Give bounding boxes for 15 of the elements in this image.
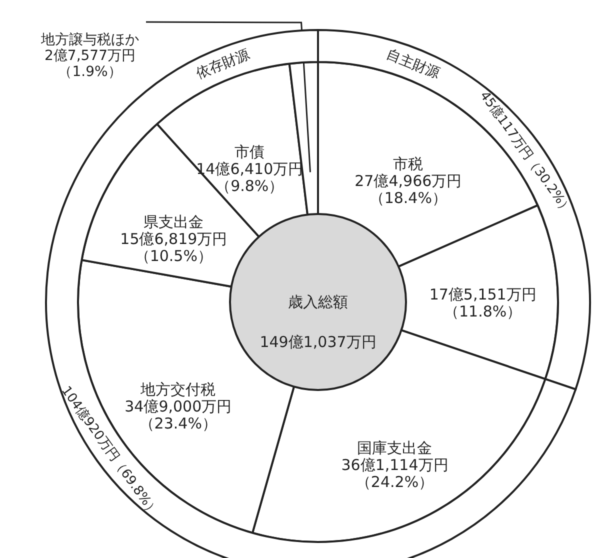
data-label: 17億5,151万円（11.8%）	[429, 286, 536, 321]
data-label: 27億4,966万円（18.4%）	[354, 172, 462, 207]
slice-label: 国庫支出金	[357, 439, 432, 458]
slice-label: 市税	[393, 154, 424, 173]
data-label: 2億7,577万円（1.9%）	[44, 48, 136, 80]
slice-label: 地方譲与税ほか	[40, 32, 139, 48]
slice-label: 自主財源	[384, 46, 442, 82]
slice-label: 地方交付税	[140, 380, 216, 399]
text: 歳入総額 149億1,037万円	[260, 293, 376, 351]
data-label: 34億9,000万円（23.4%）	[124, 398, 232, 433]
data-label: 15億6,819万円（10.5%）	[120, 230, 228, 266]
slice-label: 県支出金	[144, 213, 204, 232]
slice-label: 市債	[234, 142, 265, 161]
data-label: 36億1,114万円（24.2%）	[341, 456, 448, 492]
slice-label: 依存財源	[194, 46, 252, 82]
